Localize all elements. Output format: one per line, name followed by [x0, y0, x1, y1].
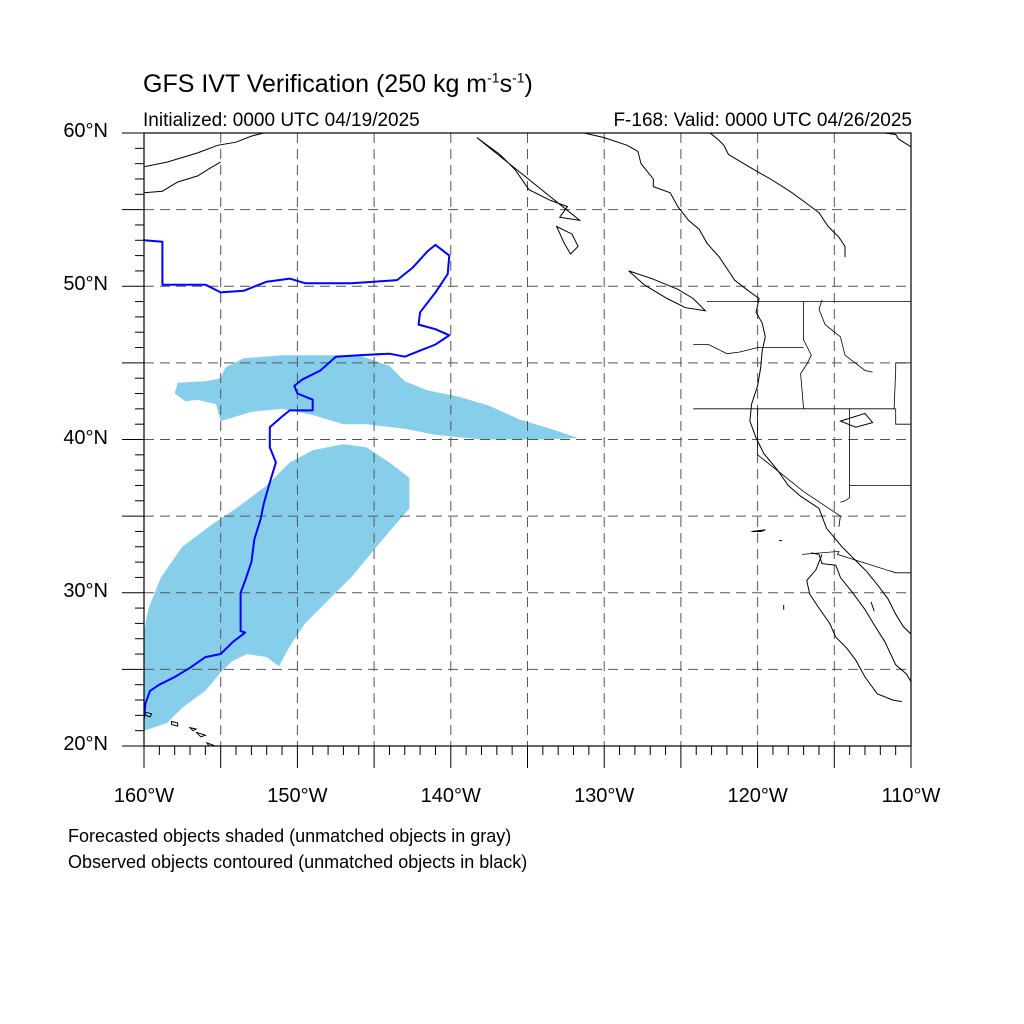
footnote-forecast: Forecasted objects shaded (unmatched obj… [68, 826, 512, 846]
initialized-time: Initialized: 0000 UTC 04/19/2025 [143, 110, 420, 131]
political-border [800, 301, 812, 409]
x-tick-label: 130°W [574, 785, 635, 807]
y-tick-label: 40°N [63, 426, 108, 449]
coastline [811, 552, 911, 682]
x-tick-label: 140°W [420, 785, 481, 807]
y-tick-label: 50°N [63, 273, 108, 296]
observed-objects-layer [144, 239, 451, 719]
coastline [584, 133, 911, 635]
forecast-object-southern-band [144, 444, 410, 731]
axis-ticks [122, 132, 912, 768]
political-border [840, 408, 850, 503]
coastline [806, 554, 902, 703]
coastline [144, 133, 264, 168]
forecast-object-northern-band [174, 355, 579, 440]
island-outline [870, 601, 875, 612]
x-tick-label: 120°W [727, 785, 788, 807]
observed-object [144, 239, 451, 719]
political-border [893, 362, 911, 409]
political-border [818, 299, 873, 373]
y-tick-label: 20°N [63, 733, 108, 755]
coastline-layer [144, 133, 911, 746]
x-tick-label: 150°W [267, 785, 328, 807]
political-border [693, 344, 804, 355]
political-border [895, 408, 911, 425]
island-outline [171, 720, 179, 727]
island-outline [838, 412, 874, 428]
x-tick-label: 110°W [881, 785, 941, 807]
political-border [757, 408, 841, 527]
island-outline [188, 726, 198, 732]
political-border [802, 550, 911, 574]
island-outline [195, 731, 207, 738]
y-tick-label: 60°N [63, 120, 108, 142]
coastline [884, 133, 911, 148]
x-tick-label: 160°W [113, 785, 175, 807]
island-outline [555, 225, 579, 255]
coastline [709, 133, 846, 258]
island-outline [205, 741, 217, 746]
footnote-observed: Observed objects contoured (unmatched ob… [68, 852, 528, 872]
coastline [144, 161, 221, 194]
y-tick-label: 30°N [63, 579, 108, 602]
island-outline [476, 137, 582, 222]
island-outline [628, 270, 707, 312]
island-outline [751, 529, 766, 532]
forecast-objects-layer [144, 355, 579, 731]
chart-title: GFS IVT Verification (250 kg m-1s-1) [143, 69, 533, 98]
valid-time: F-168: Valid: 0000 UTC 04/26/2025 [613, 110, 912, 131]
island-outline [145, 711, 153, 718]
